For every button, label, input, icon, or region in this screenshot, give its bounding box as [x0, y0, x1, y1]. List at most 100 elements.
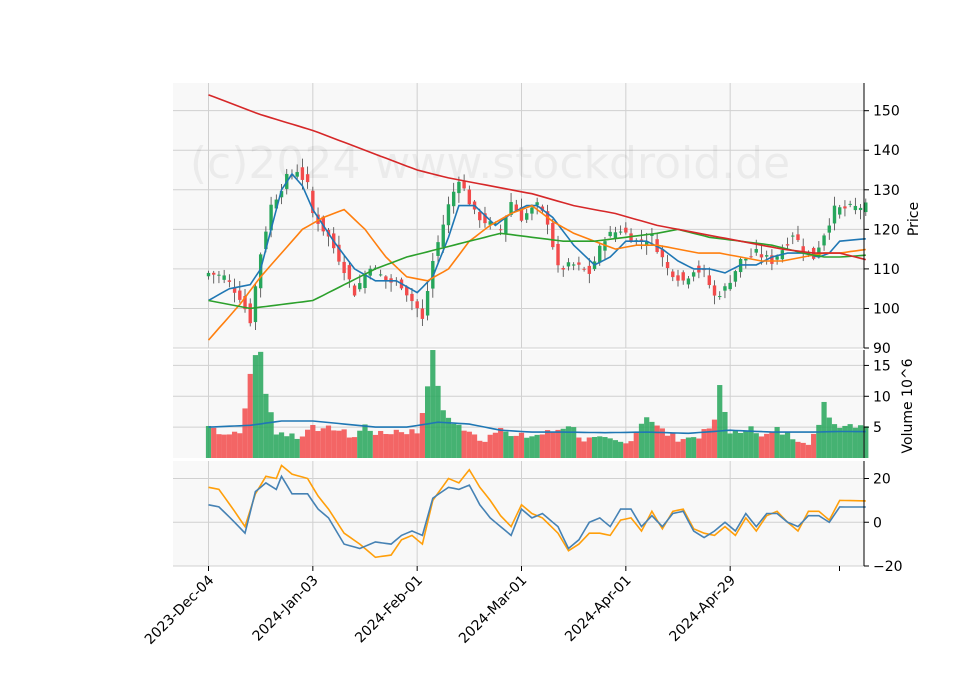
candle-body	[253, 286, 258, 323]
volume-bar	[591, 437, 598, 458]
x-tick-label: 2023-Dec-04	[142, 572, 217, 647]
volume-bar	[451, 423, 457, 458]
candle-body	[300, 167, 305, 180]
y-tick-label: 110	[873, 262, 900, 278]
candle-body	[817, 247, 821, 257]
candle-body	[744, 258, 748, 261]
volume-bar	[258, 351, 264, 458]
volume-bar	[779, 434, 785, 458]
volume-bar	[831, 424, 838, 458]
price-axis-label: Price	[906, 202, 922, 236]
oscillator-line	[208, 474, 866, 550]
candle-body	[269, 204, 273, 231]
volume-bar	[268, 412, 274, 458]
candle-body	[441, 224, 445, 247]
candle-body	[410, 293, 414, 302]
volume-bar	[534, 434, 540, 458]
volume-bar	[852, 427, 858, 458]
candle-body	[243, 296, 247, 310]
volume-bar	[461, 430, 467, 458]
x-tick-label: 2024-Apr-01	[562, 573, 635, 646]
volume-bar	[764, 433, 770, 458]
volume-bar	[550, 432, 556, 458]
volume-bar	[571, 427, 577, 458]
candle-body	[337, 244, 341, 262]
candle-body	[384, 276, 388, 281]
volume-bar	[388, 434, 394, 458]
volume-bar	[581, 441, 587, 458]
candle-body	[264, 231, 268, 250]
candle-body	[316, 214, 320, 224]
volume-bar	[466, 431, 472, 458]
candle-body	[425, 291, 430, 316]
candle-body	[759, 254, 764, 258]
candle-body	[420, 308, 425, 319]
volume-bar	[524, 437, 530, 458]
volume-bar	[299, 436, 305, 458]
volume-bar	[706, 428, 712, 458]
volume-bar	[560, 428, 566, 458]
x-tick-label: 2024-Feb-01	[352, 573, 426, 647]
volume-bar	[816, 424, 822, 458]
volume-bar	[273, 434, 279, 458]
watermark-text: (c)2024 www.stockdroid.de	[190, 138, 790, 189]
volume-bar	[482, 441, 488, 458]
candle-body	[728, 282, 732, 290]
candle-body	[415, 301, 419, 309]
volume-bar	[597, 436, 603, 458]
candle-body	[451, 191, 456, 207]
volume-bar	[393, 429, 399, 458]
volume-bar	[628, 441, 634, 458]
volume-bar	[753, 433, 759, 458]
candle-body	[279, 191, 284, 198]
volume-bar	[440, 410, 446, 458]
candle-body	[613, 232, 618, 239]
y-tick-label: 140	[873, 143, 900, 159]
candle-body	[754, 249, 758, 253]
y-tick-label: 15	[873, 358, 891, 374]
volume-bar	[404, 434, 410, 458]
volume-bar	[623, 443, 629, 458]
volume-bar	[805, 444, 812, 458]
volume-bar	[863, 426, 869, 458]
volume-bar	[738, 432, 744, 458]
volume-axis-label: Volume 10^6	[900, 358, 916, 453]
volume-bar	[372, 434, 379, 458]
candle-body	[566, 262, 571, 267]
volume-bar	[544, 430, 551, 458]
volume-bar	[367, 430, 373, 458]
candle-body	[217, 274, 221, 276]
candle-body	[462, 181, 466, 189]
candle-body	[488, 221, 492, 225]
volume-bar	[205, 425, 212, 458]
volume-bar	[680, 439, 686, 458]
volume-bar	[430, 350, 436, 458]
volume-bar	[732, 430, 738, 458]
candle-body	[796, 234, 800, 241]
candle-body	[660, 249, 665, 258]
y-tick-label: 0	[873, 515, 882, 531]
volume-bar	[503, 431, 509, 458]
volume-bar	[263, 393, 269, 458]
volume-bar	[696, 438, 702, 458]
volume-bar	[555, 429, 561, 458]
volume-bar	[325, 425, 332, 458]
volume-bar	[471, 434, 478, 458]
candle-body	[822, 235, 826, 246]
candle-body	[843, 206, 847, 209]
volume-bar	[685, 437, 692, 458]
candle-body	[733, 271, 738, 282]
candle-body	[665, 262, 670, 269]
candle-body	[232, 288, 237, 293]
volume-bar	[419, 413, 425, 458]
candle-body	[258, 254, 263, 289]
volume-bar	[576, 437, 582, 458]
candle-body	[853, 205, 858, 211]
candle-body	[598, 245, 602, 263]
candle-body	[457, 181, 461, 194]
volume-bar	[659, 428, 665, 458]
volume-bar	[221, 434, 227, 458]
volume-bar	[717, 385, 723, 458]
volume-bar	[769, 431, 775, 458]
